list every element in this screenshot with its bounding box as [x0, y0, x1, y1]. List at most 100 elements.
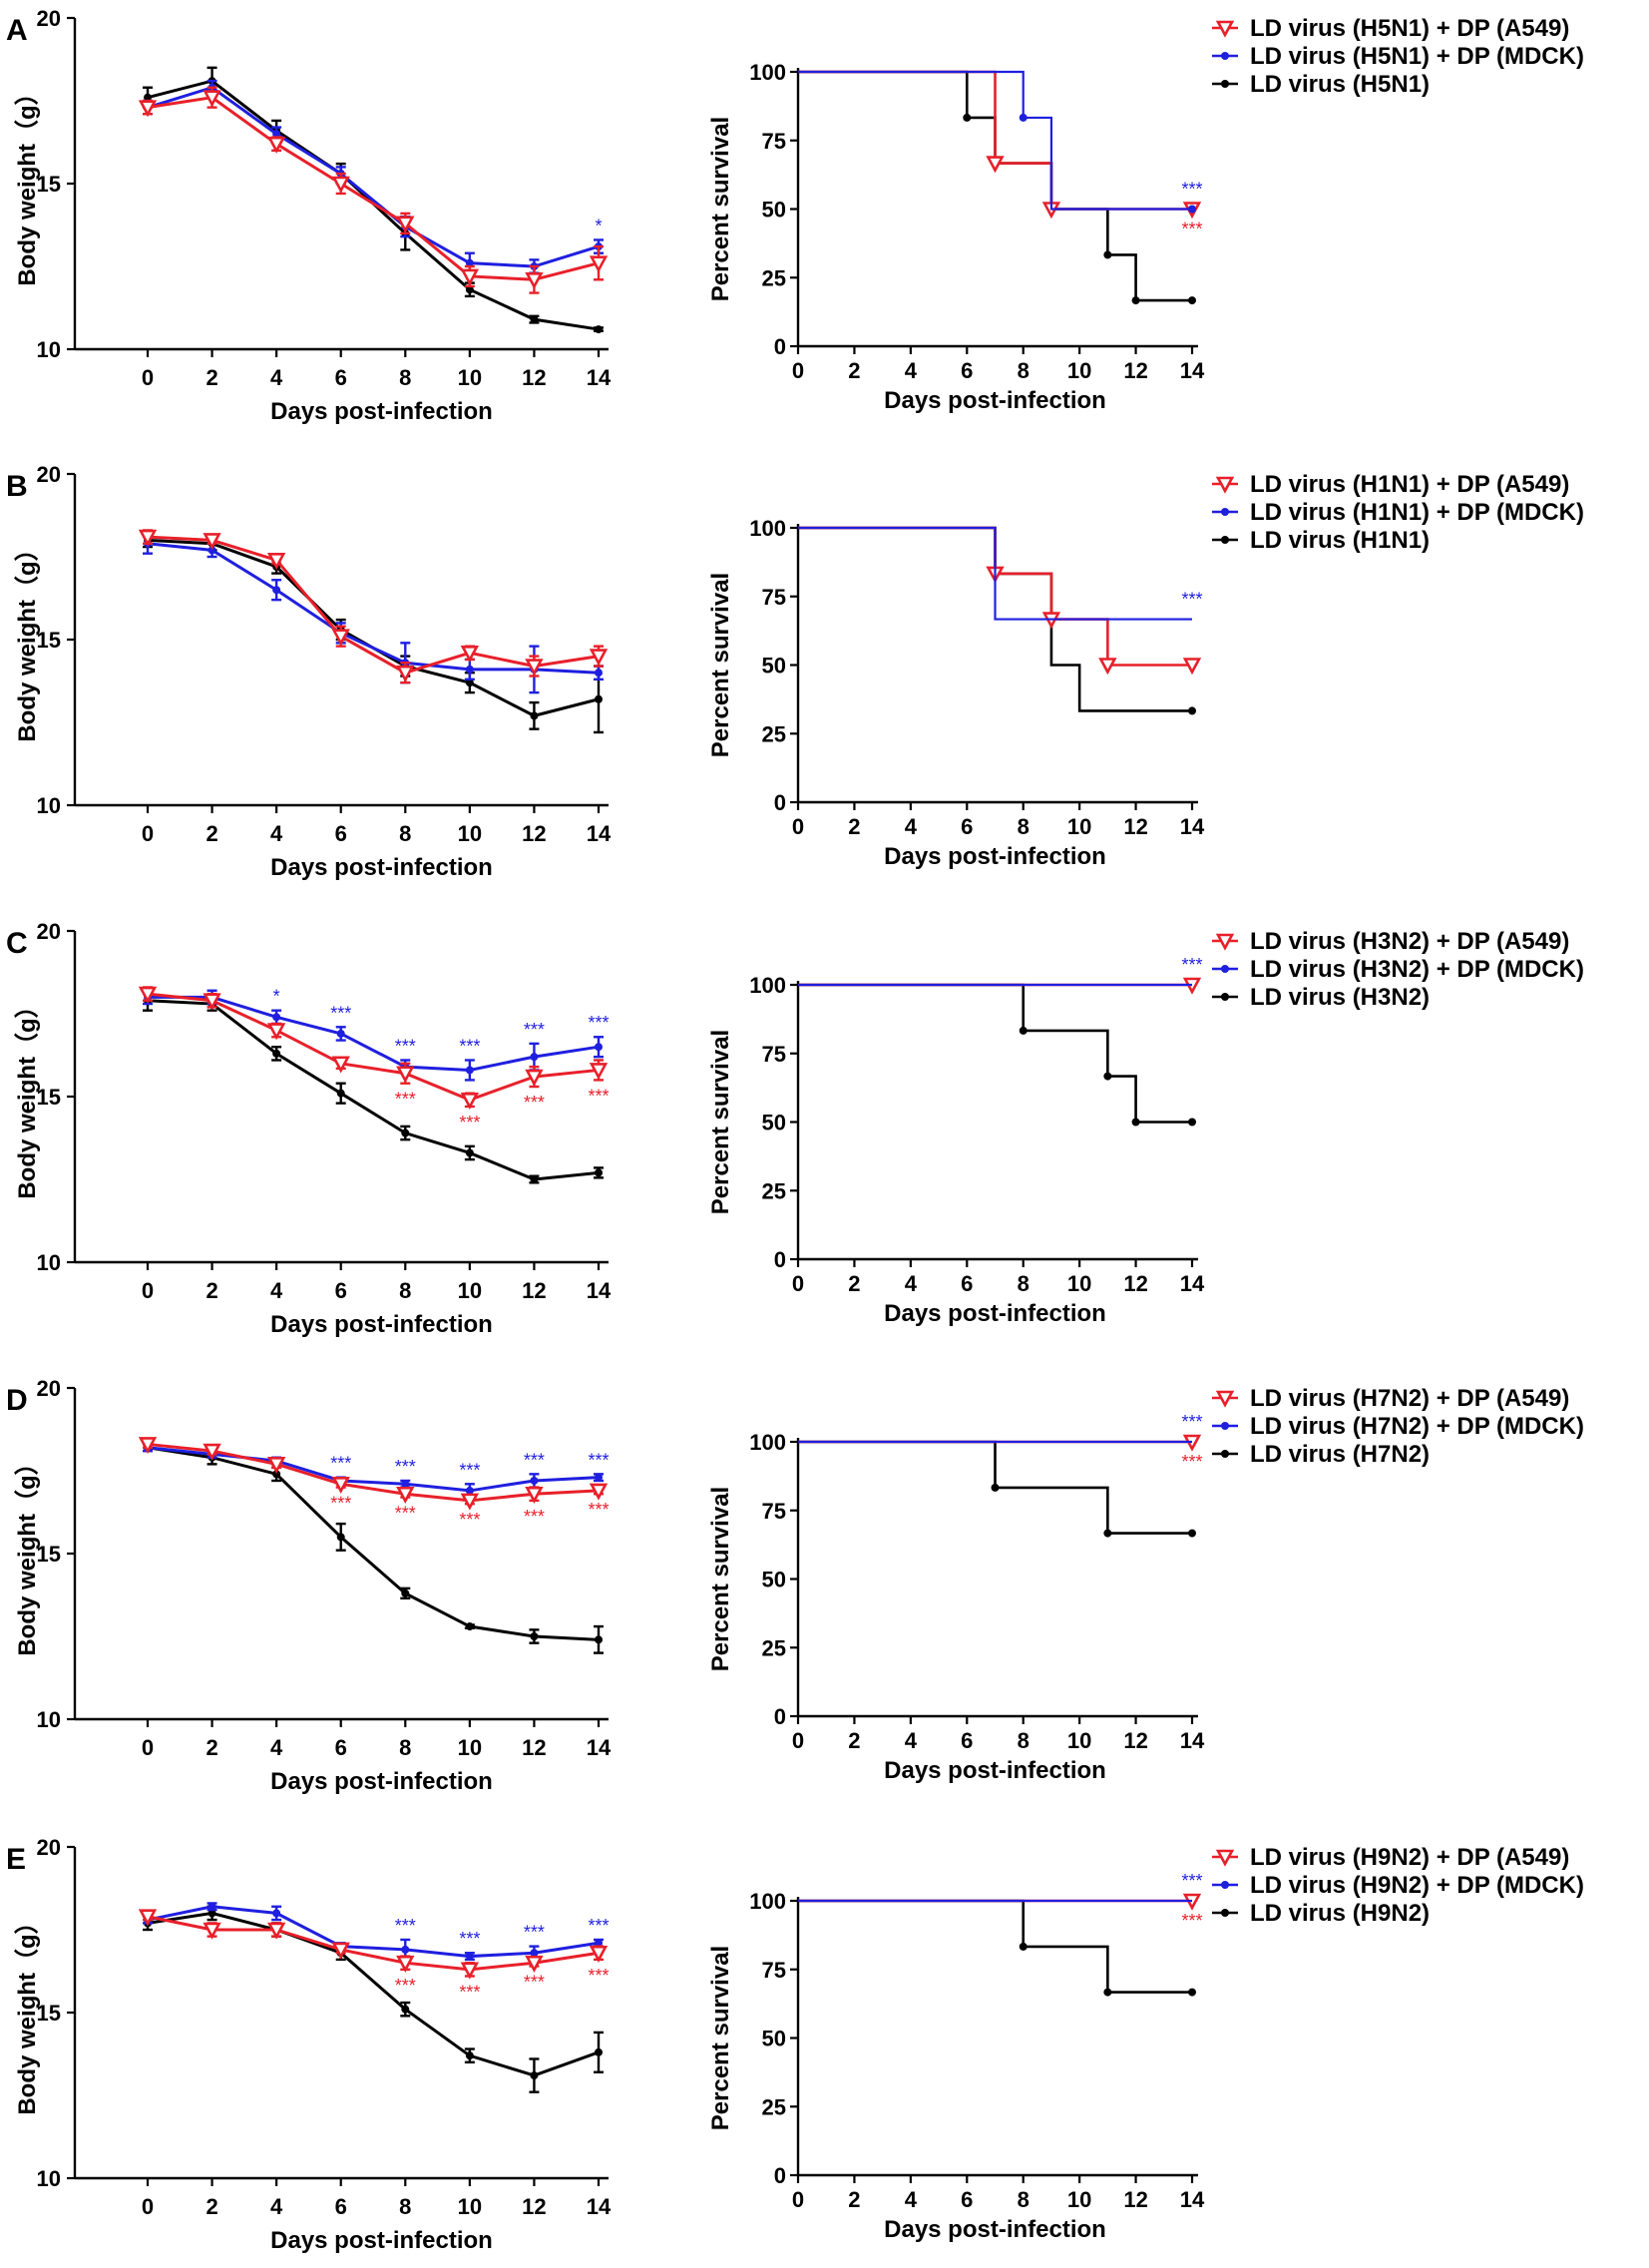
panel-letter-b: B: [6, 470, 28, 503]
y-tick-label: 0: [774, 1704, 786, 1729]
series-line: [147, 1915, 600, 1972]
survival-chart-d: 0 25 50 75 100 0 2 4 6 8 10 12 14 Days post-infection…: [707, 1412, 1205, 1784]
legend-d: LD virus (H7N2) + DP (A549)LD virus (H7N…: [1212, 1385, 1584, 1468]
legend-label: LD virus (H3N2) + DP (MDCK): [1250, 956, 1584, 983]
significance-label: ***: [330, 1454, 351, 1474]
significance-label: ***: [1181, 1452, 1202, 1472]
data-point: [465, 665, 474, 674]
data-point: [530, 315, 539, 324]
data-point: [460, 1962, 480, 1980]
series-red: [798, 526, 1202, 676]
panel-letter-a: A: [6, 14, 28, 47]
data-point: [595, 669, 603, 678]
y-tick-label: 25: [762, 1178, 786, 1203]
weight-chart-c: 10 15 20 0 2 4 6 8 10 12 14 Days post-infection Body…: [14, 919, 612, 1338]
data-point: [396, 1066, 415, 1084]
legend-label: LD virus (H1N1): [1250, 527, 1430, 554]
x-tick-label: 8: [1018, 2187, 1030, 2212]
data-point: [203, 1443, 221, 1461]
censor-marker: [1103, 1988, 1112, 1997]
x-tick-label: 4: [270, 365, 283, 390]
x-tick-label: 12: [1123, 814, 1147, 839]
legend-marker: [1221, 1881, 1229, 1889]
data-point: [525, 659, 544, 677]
data-point: [207, 1909, 216, 1918]
survival-chart-e: 0 25 50 75 100 0 2 4 6 8 10 12 14 Days post-infection…: [707, 1871, 1205, 2243]
x-tick-label: 2: [848, 814, 860, 839]
x-tick-label: 0: [142, 1278, 154, 1303]
x-tick-label: 10: [458, 821, 482, 846]
series-blue: [143, 79, 604, 274]
x-tick-label: 6: [961, 358, 973, 383]
significance-label: *: [595, 216, 602, 235]
data-point: [595, 1939, 603, 1948]
x-tick-label: 4: [905, 1728, 918, 1753]
censor-marker: [1103, 1529, 1112, 1538]
y-tick-label: 100: [749, 516, 786, 541]
data-point: [396, 665, 415, 682]
series-red: [138, 986, 609, 1111]
data-point: [589, 1945, 609, 1963]
data-point: [138, 1909, 158, 1927]
x-tick-label: 2: [206, 1735, 217, 1760]
x-tick-label: 14: [1180, 358, 1205, 383]
y-tick-label: 10: [37, 1707, 61, 1732]
series-line: [147, 1442, 600, 1503]
x-tick-label: 14: [587, 1278, 612, 1303]
significance-label: ***: [459, 1113, 480, 1133]
x-tick-label: 12: [522, 821, 546, 846]
y-tick-label: 25: [762, 2094, 786, 2119]
y-tick-label: 100: [749, 1430, 786, 1455]
censor-marker: [1188, 1988, 1196, 1997]
significance-label: ***: [524, 1507, 545, 1527]
significance-label: ***: [524, 1973, 545, 1993]
x-tick-label: 8: [399, 1735, 411, 1760]
x-tick-label: 10: [1067, 358, 1091, 383]
x-tick-label: 12: [1123, 1271, 1147, 1296]
data-point: [396, 216, 415, 233]
y-tick-label: 15: [37, 1542, 61, 1567]
x-tick-label: 4: [270, 2194, 283, 2219]
y-tick-label: 20: [37, 1376, 61, 1401]
y-axis-label: Body weight（g）: [14, 537, 41, 741]
weight-chart-a: 10 15 20 0 2 4 6 8 10 12 14 Days post-infection Body…: [14, 6, 612, 425]
y-tick-label: 20: [37, 919, 61, 944]
data-point: [525, 1486, 544, 1504]
series-line: [147, 535, 600, 675]
significance-label: ***: [459, 1982, 480, 2002]
x-tick-label: 12: [522, 2194, 546, 2219]
censor-marker: [1182, 658, 1202, 676]
legend-marker: [1221, 965, 1229, 973]
significance-label: ***: [1181, 1871, 1202, 1891]
x-tick-label: 6: [335, 2194, 347, 2219]
data-point: [401, 1588, 410, 1597]
panel-letter-d: D: [6, 1384, 28, 1417]
data-point: [331, 176, 350, 194]
weight-chart-d: 10 15 20 0 2 4 6 8 10 12 14 Days post-infection Body…: [14, 1376, 612, 1795]
data-point: [525, 1955, 544, 1973]
x-tick-label: 4: [905, 1271, 918, 1296]
x-tick-label: 0: [142, 1735, 154, 1760]
legend-marker: [1221, 536, 1229, 544]
legend-label: LD virus (H9N2): [1250, 1900, 1430, 1927]
series-line: [147, 1446, 600, 1493]
data-point: [272, 1013, 281, 1022]
x-tick-label: 2: [848, 1728, 860, 1753]
x-tick-label: 0: [792, 2187, 804, 2212]
x-tick-label: 2: [848, 2187, 860, 2212]
data-point: [331, 1056, 350, 1074]
censor-marker: [1019, 113, 1028, 122]
legend-marker: [1221, 52, 1229, 60]
censor-marker: [1019, 1942, 1028, 1951]
y-axis-label: Body weight（g）: [14, 1451, 41, 1655]
legend-label: LD virus (H3N2) + DP (A549): [1250, 928, 1569, 955]
y-tick-label: 15: [37, 2001, 61, 2026]
x-axis-label: Days post-infection: [884, 1757, 1106, 1784]
x-tick-label: 4: [270, 1735, 283, 1760]
y-axis-label: Percent survival: [707, 1487, 734, 1671]
x-tick-label: 4: [905, 814, 918, 839]
data-point: [460, 1093, 480, 1111]
data-point: [203, 533, 221, 551]
legend-marker: [1215, 476, 1235, 494]
data-point: [530, 2071, 539, 2080]
